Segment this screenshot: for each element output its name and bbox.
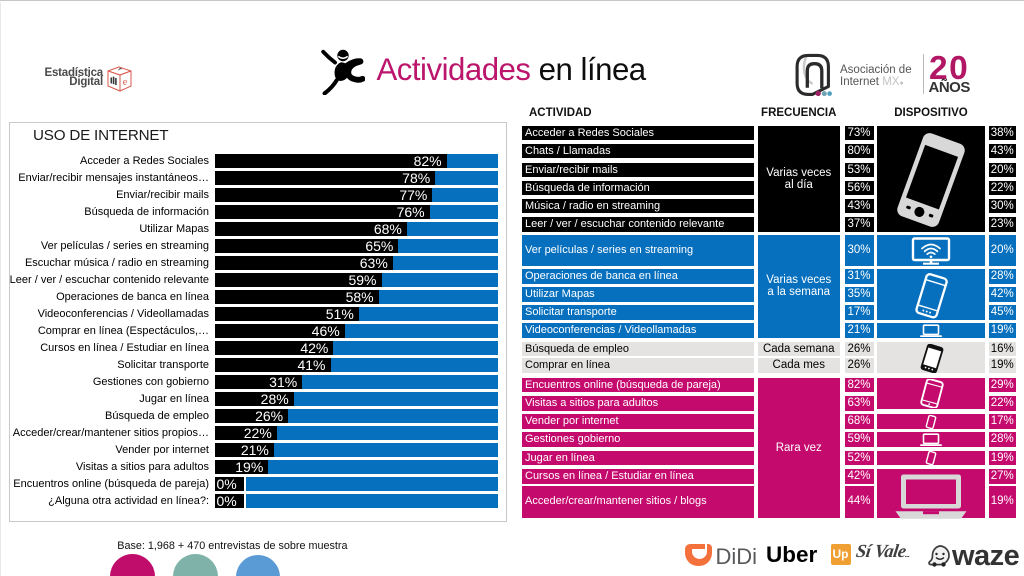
svg-text:e: e [123,77,128,88]
